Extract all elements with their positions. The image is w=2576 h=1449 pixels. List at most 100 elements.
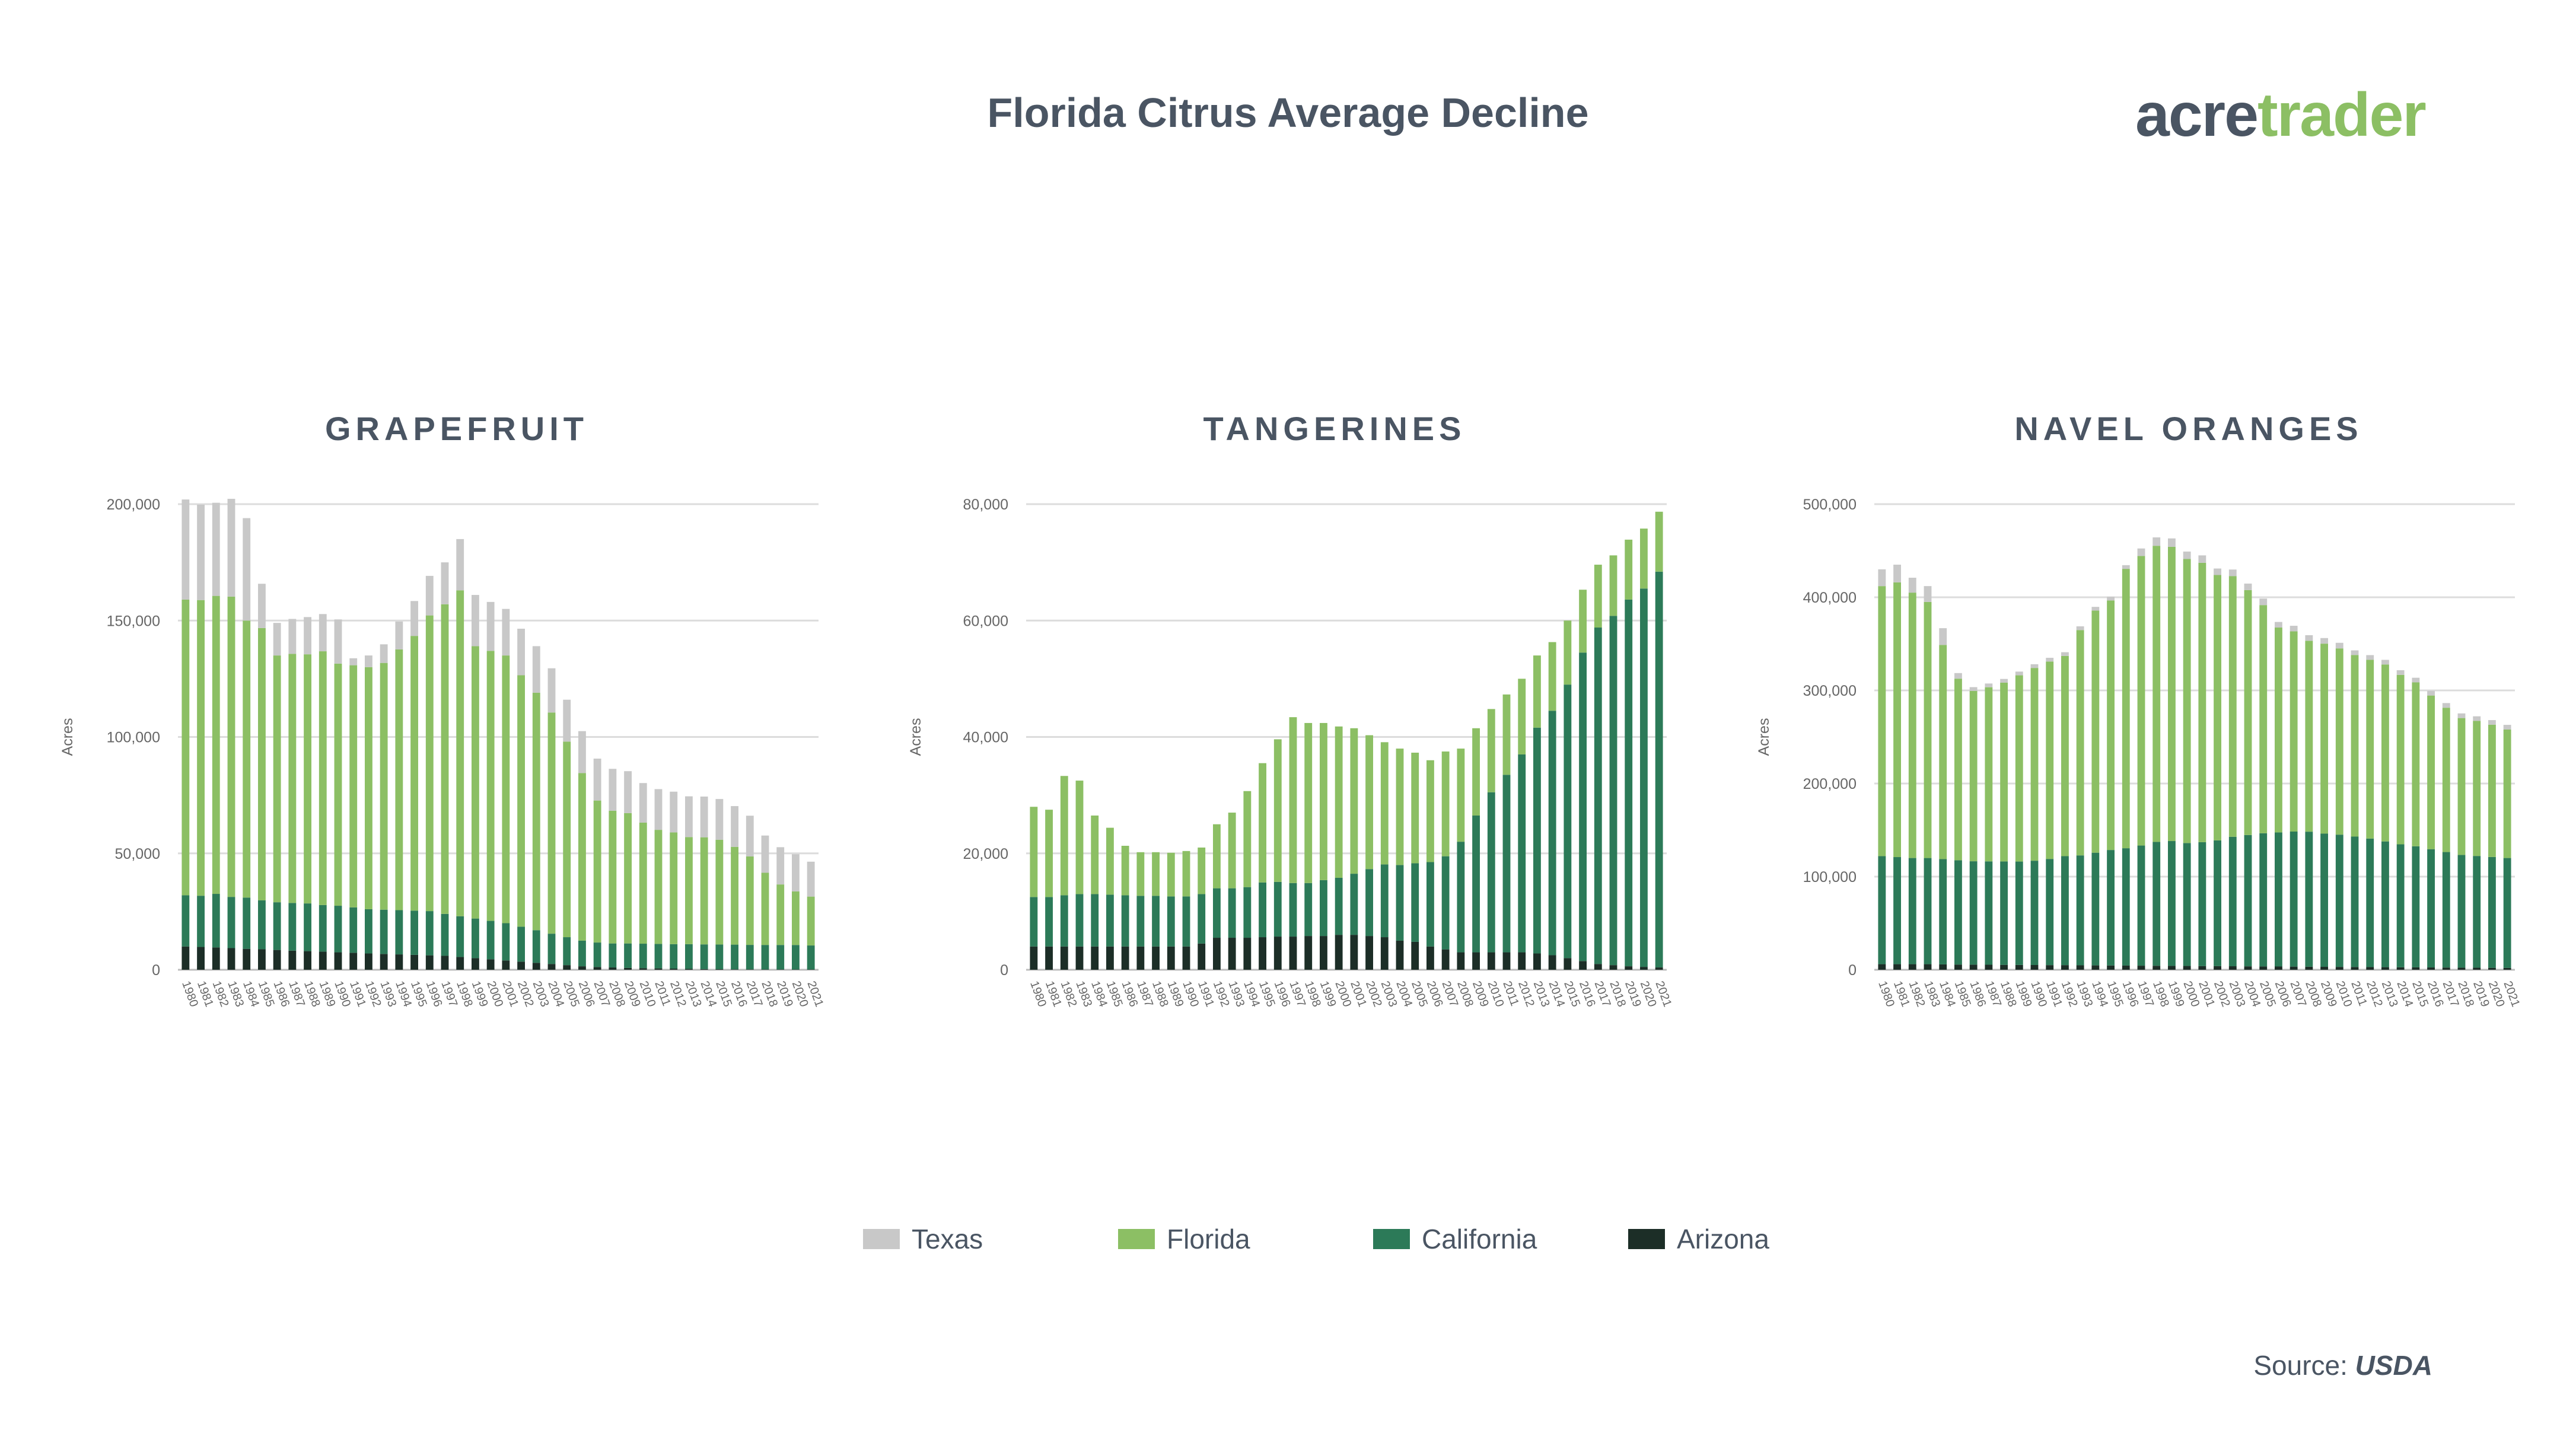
- bar-segment-california-2009[interactable]: [2320, 833, 2328, 967]
- bar-segment-florida-1985[interactable]: [1954, 679, 1962, 861]
- bar-segment-florida-2017[interactable]: [746, 856, 754, 945]
- bar-segment-arizona-2013[interactable]: [685, 969, 693, 970]
- bar-segment-florida-2009[interactable]: [1472, 728, 1480, 816]
- bar-segment-arizona-2005[interactable]: [563, 965, 571, 970]
- bar-segment-arizona-1987[interactable]: [1985, 964, 1993, 970]
- bar-segment-california-2013[interactable]: [1533, 727, 1541, 954]
- bar-segment-texas-1990[interactable]: [334, 619, 342, 664]
- bar-segment-texas-2000[interactable]: [486, 601, 495, 651]
- bar-segment-texas-2004[interactable]: [2244, 583, 2252, 590]
- bar-segment-florida-2008[interactable]: [1457, 749, 1465, 842]
- bar-segment-california-2004[interactable]: [2244, 835, 2252, 967]
- bar-segment-arizona-1981[interactable]: [1893, 964, 1901, 970]
- bar-segment-arizona-2014[interactable]: [2396, 967, 2405, 970]
- bar-segment-florida-2006[interactable]: [1426, 760, 1434, 862]
- bar-segment-california-1984[interactable]: [1091, 894, 1099, 947]
- bar-segment-california-1989[interactable]: [319, 905, 327, 952]
- bar-segment-florida-2016[interactable]: [731, 846, 738, 945]
- bar-segment-arizona-2008[interactable]: [609, 967, 617, 970]
- bar-segment-arizona-1997[interactable]: [2137, 966, 2145, 970]
- bar-segment-arizona-2018[interactable]: [761, 969, 769, 970]
- bar-segment-california-2001[interactable]: [1350, 874, 1358, 935]
- bar-segment-arizona-1983[interactable]: [1924, 964, 1932, 970]
- bar-segment-california-1998[interactable]: [1304, 883, 1313, 937]
- bar-segment-arizona-2003[interactable]: [2228, 966, 2237, 970]
- bar-segment-california-2011[interactable]: [1502, 775, 1511, 953]
- bar-segment-arizona-1986[interactable]: [1969, 964, 1978, 970]
- bar-segment-florida-1993[interactable]: [1228, 813, 1236, 888]
- bar-segment-arizona-1981[interactable]: [197, 947, 205, 970]
- bar-segment-california-2020[interactable]: [1640, 588, 1648, 967]
- bar-segment-florida-2010[interactable]: [1487, 709, 1495, 792]
- bar-segment-florida-2011[interactable]: [2351, 655, 2359, 837]
- bar-segment-texas-2013[interactable]: [2381, 660, 2389, 665]
- bar-segment-florida-1982[interactable]: [1908, 593, 1916, 858]
- bar-segment-arizona-1986[interactable]: [1121, 946, 1129, 970]
- bar-segment-florida-1988[interactable]: [1152, 852, 1160, 896]
- bar-segment-california-1996[interactable]: [1273, 881, 1282, 937]
- bar-segment-florida-1986[interactable]: [1969, 690, 1978, 862]
- bar-segment-arizona-1995[interactable]: [1259, 937, 1266, 970]
- bar-segment-texas-2001[interactable]: [2198, 555, 2206, 563]
- bar-segment-florida-1987[interactable]: [1985, 687, 1993, 862]
- bar-segment-florida-1988[interactable]: [304, 654, 311, 904]
- bar-segment-california-1985[interactable]: [1106, 894, 1114, 947]
- bar-segment-florida-1989[interactable]: [1167, 852, 1175, 897]
- bar-segment-arizona-1989[interactable]: [1167, 946, 1175, 970]
- bar-segment-texas-1991[interactable]: [349, 658, 358, 665]
- bar-segment-texas-2017[interactable]: [746, 816, 754, 856]
- bar-segment-arizona-2005[interactable]: [2259, 966, 2268, 970]
- bar-segment-arizona-2007[interactable]: [2290, 966, 2298, 970]
- bar-segment-california-1999[interactable]: [1320, 880, 1327, 937]
- bar-segment-florida-1999[interactable]: [1320, 722, 1327, 880]
- bar-segment-arizona-1994[interactable]: [395, 954, 403, 970]
- bar-segment-florida-1990[interactable]: [1182, 851, 1190, 897]
- bar-segment-florida-2007[interactable]: [2290, 631, 2298, 832]
- bar-segment-arizona-1999[interactable]: [1320, 936, 1327, 970]
- bar-segment-florida-2019[interactable]: [1625, 539, 1633, 600]
- bar-segment-arizona-1989[interactable]: [2015, 964, 2023, 970]
- bar-segment-florida-2001[interactable]: [2198, 562, 2206, 842]
- bar-segment-florida-2015[interactable]: [2412, 682, 2420, 846]
- bar-segment-florida-2005[interactable]: [2259, 605, 2268, 833]
- bar-segment-texas-2005[interactable]: [563, 699, 571, 742]
- bar-segment-florida-2001[interactable]: [1350, 728, 1358, 874]
- bar-segment-california-1995[interactable]: [1259, 882, 1266, 938]
- bar-segment-arizona-2002[interactable]: [2214, 966, 2221, 970]
- bar-segment-california-1985[interactable]: [1954, 860, 1962, 965]
- bar-segment-arizona-2002[interactable]: [517, 961, 525, 970]
- bar-segment-texas-2014[interactable]: [2396, 670, 2405, 675]
- bar-segment-arizona-2014[interactable]: [1548, 955, 1556, 970]
- bar-segment-arizona-1991[interactable]: [1198, 943, 1206, 970]
- bar-segment-florida-2019[interactable]: [776, 884, 785, 945]
- bar-segment-texas-1989[interactable]: [2015, 671, 2023, 676]
- bar-segment-california-1999[interactable]: [472, 918, 479, 958]
- bar-segment-arizona-2017[interactable]: [746, 969, 754, 970]
- bar-segment-texas-2010[interactable]: [639, 783, 647, 823]
- bar-segment-florida-2019[interactable]: [2473, 721, 2481, 856]
- bar-segment-california-1985[interactable]: [258, 900, 266, 950]
- bar-segment-california-2018[interactable]: [761, 945, 769, 970]
- bar-segment-florida-1999[interactable]: [2168, 546, 2176, 842]
- bar-segment-texas-1993[interactable]: [380, 644, 388, 663]
- bar-segment-california-2006[interactable]: [2275, 832, 2282, 967]
- bar-segment-california-2000[interactable]: [486, 921, 495, 960]
- bar-segment-arizona-1983[interactable]: [227, 948, 235, 970]
- bar-segment-florida-2014[interactable]: [2396, 674, 2405, 845]
- bar-segment-california-2020[interactable]: [2488, 856, 2496, 968]
- bar-segment-california-1987[interactable]: [288, 903, 297, 951]
- bar-segment-florida-1988[interactable]: [2000, 682, 2008, 862]
- bar-segment-florida-2008[interactable]: [609, 810, 617, 944]
- bar-segment-florida-2008[interactable]: [2305, 641, 2313, 832]
- bar-segment-florida-1980[interactable]: [1030, 807, 1038, 897]
- bar-segment-arizona-1986[interactable]: [273, 950, 281, 970]
- bar-segment-arizona-2004[interactable]: [2244, 966, 2252, 970]
- bar-segment-california-1991[interactable]: [2046, 859, 2054, 966]
- bar-segment-florida-2012[interactable]: [1518, 679, 1526, 754]
- bar-segment-florida-1985[interactable]: [1106, 827, 1114, 895]
- bar-segment-california-1987[interactable]: [1985, 861, 1993, 965]
- bar-segment-florida-1996[interactable]: [1273, 739, 1282, 882]
- bar-segment-arizona-1988[interactable]: [1152, 946, 1160, 970]
- bar-segment-arizona-1998[interactable]: [456, 957, 464, 970]
- bar-segment-texas-2003[interactable]: [2228, 569, 2237, 577]
